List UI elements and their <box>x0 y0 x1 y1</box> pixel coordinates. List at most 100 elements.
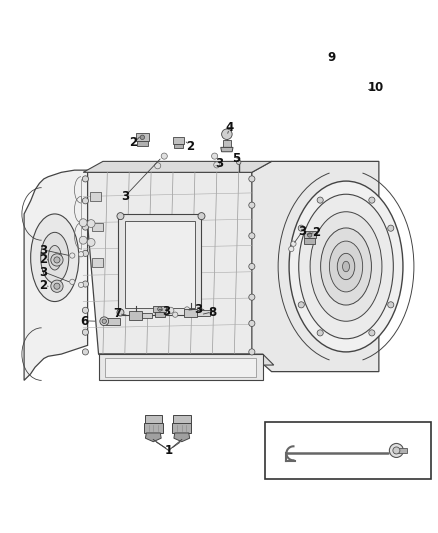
Polygon shape <box>173 415 191 423</box>
Circle shape <box>298 302 304 308</box>
Polygon shape <box>394 448 407 453</box>
Ellipse shape <box>48 246 61 270</box>
Circle shape <box>249 263 255 270</box>
Circle shape <box>249 176 255 182</box>
Circle shape <box>307 233 312 237</box>
Polygon shape <box>174 433 190 442</box>
Text: 3: 3 <box>162 305 170 318</box>
Circle shape <box>173 312 178 317</box>
Circle shape <box>249 294 255 300</box>
Circle shape <box>79 219 87 227</box>
Circle shape <box>212 153 218 159</box>
Text: 2: 2 <box>130 136 138 149</box>
Circle shape <box>54 257 60 263</box>
Polygon shape <box>92 223 103 231</box>
Circle shape <box>82 281 88 287</box>
Circle shape <box>222 129 232 140</box>
Polygon shape <box>137 141 148 146</box>
Circle shape <box>237 160 241 165</box>
Text: 3: 3 <box>215 157 223 170</box>
Text: 5: 5 <box>233 152 240 165</box>
Circle shape <box>369 330 375 336</box>
Polygon shape <box>174 144 183 148</box>
Text: 3: 3 <box>39 265 47 279</box>
Circle shape <box>140 135 145 140</box>
Circle shape <box>155 311 160 317</box>
Circle shape <box>198 213 205 220</box>
Polygon shape <box>304 231 316 238</box>
Circle shape <box>388 302 394 308</box>
Circle shape <box>79 236 87 244</box>
Circle shape <box>249 233 255 239</box>
Circle shape <box>54 283 60 289</box>
Text: 2: 2 <box>187 140 194 152</box>
Circle shape <box>87 220 95 228</box>
Circle shape <box>117 213 124 220</box>
Text: 2: 2 <box>39 253 47 265</box>
Ellipse shape <box>343 261 350 272</box>
Polygon shape <box>173 138 184 144</box>
Circle shape <box>389 443 403 457</box>
Polygon shape <box>136 133 149 141</box>
Ellipse shape <box>299 194 393 339</box>
Circle shape <box>158 307 162 311</box>
Text: 3: 3 <box>121 190 129 203</box>
Ellipse shape <box>41 232 69 283</box>
Polygon shape <box>145 415 162 423</box>
Circle shape <box>70 279 75 285</box>
Bar <box>265 422 431 479</box>
Text: 3: 3 <box>39 244 47 257</box>
Circle shape <box>214 162 220 168</box>
Ellipse shape <box>321 228 371 305</box>
Circle shape <box>289 246 294 252</box>
Circle shape <box>87 238 95 246</box>
Circle shape <box>51 280 63 292</box>
Circle shape <box>155 163 161 169</box>
Circle shape <box>82 176 88 182</box>
Text: 3: 3 <box>194 303 202 316</box>
Polygon shape <box>92 258 103 266</box>
Circle shape <box>369 197 375 203</box>
Circle shape <box>82 198 88 204</box>
Text: 2: 2 <box>313 226 321 239</box>
Polygon shape <box>221 147 233 152</box>
Text: 8: 8 <box>209 305 217 319</box>
Circle shape <box>317 330 323 336</box>
Circle shape <box>168 307 174 313</box>
Circle shape <box>51 254 63 266</box>
Text: 1: 1 <box>165 444 173 457</box>
Polygon shape <box>197 310 210 316</box>
Circle shape <box>82 251 88 256</box>
Polygon shape <box>129 311 142 320</box>
Polygon shape <box>24 170 88 381</box>
Polygon shape <box>155 312 165 317</box>
Ellipse shape <box>31 214 79 302</box>
Polygon shape <box>153 306 166 312</box>
Text: 3: 3 <box>298 225 306 238</box>
Ellipse shape <box>310 212 382 321</box>
Text: 7: 7 <box>113 308 121 320</box>
Circle shape <box>249 202 255 208</box>
Polygon shape <box>106 318 120 325</box>
Text: 10: 10 <box>367 82 384 94</box>
Polygon shape <box>172 423 191 433</box>
Polygon shape <box>118 214 201 314</box>
Circle shape <box>198 309 205 316</box>
Polygon shape <box>83 161 272 172</box>
Circle shape <box>117 309 124 316</box>
Circle shape <box>184 307 190 312</box>
Polygon shape <box>105 358 256 377</box>
Polygon shape <box>252 161 379 372</box>
Circle shape <box>298 225 304 231</box>
Circle shape <box>291 241 296 246</box>
Text: 4: 4 <box>225 121 233 134</box>
Circle shape <box>102 319 106 324</box>
Polygon shape <box>99 354 263 381</box>
Circle shape <box>317 197 323 203</box>
Circle shape <box>100 317 109 326</box>
Circle shape <box>82 224 88 230</box>
Text: 6: 6 <box>80 315 88 328</box>
Polygon shape <box>83 172 263 354</box>
Polygon shape <box>223 140 231 147</box>
Circle shape <box>249 320 255 327</box>
